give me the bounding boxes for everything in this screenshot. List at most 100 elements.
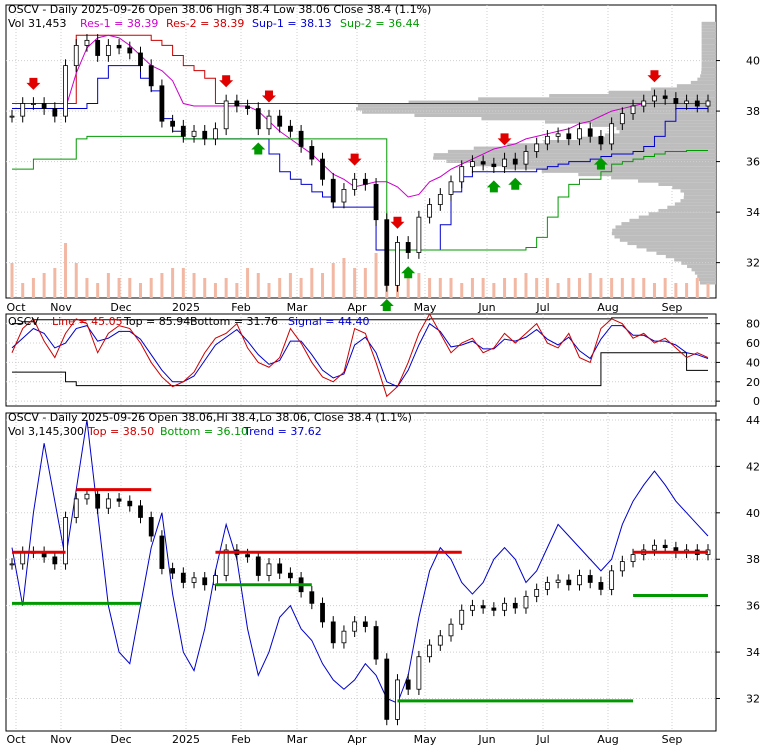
p1-volume-profile-bar — [701, 34, 716, 39]
p3-candle-body — [127, 500, 133, 507]
p3-candle-body — [266, 563, 272, 576]
p1-volume-bar — [331, 263, 335, 298]
p1-candle-body — [684, 100, 689, 104]
p3-volume: Vol 3,145,300 — [8, 425, 84, 438]
p1-volume-bar — [138, 283, 142, 298]
p1-volume-bar — [578, 278, 582, 298]
p1-volume-profile-bar — [698, 277, 716, 282]
p2-bottom: Bottom = 31.76 — [190, 315, 278, 328]
p1-volume-bar — [74, 263, 78, 298]
p1-header: OSCV - Daily 2025-09-26 Open 38.06 High … — [8, 3, 431, 16]
p1-xtick-label: Mar — [287, 301, 308, 314]
p3-candle-body — [95, 493, 101, 509]
p3-candle-body — [448, 623, 454, 637]
p1-volume-profile-bar — [616, 126, 716, 131]
p1-candle-body — [9, 115, 15, 118]
p3-candle-body — [437, 635, 443, 646]
p1-volume-bar — [631, 278, 635, 298]
p1-sell-arrow — [26, 77, 41, 90]
p1-candle-body — [31, 103, 36, 105]
p3-candle-body — [609, 570, 615, 590]
p1-candle-body — [427, 204, 433, 218]
p3-xtick-label: Mar — [287, 733, 308, 745]
p1-volume-bar — [428, 278, 432, 298]
p1-candle-body — [641, 100, 647, 107]
p3-candle-body — [566, 579, 572, 586]
p1-volume-bar — [267, 283, 271, 298]
p1-xtick-label: Dec — [110, 301, 131, 314]
p1-candle-body — [448, 181, 454, 195]
p2-line: Line = 45.05 — [52, 315, 123, 328]
p3-candle-body — [470, 605, 475, 611]
p1-volume-profile-bar — [611, 176, 716, 180]
p1-candle-body — [202, 130, 208, 140]
p1-res2-line — [12, 34, 708, 198]
p3-candle-body — [352, 621, 358, 632]
p1-volume-bar — [21, 283, 25, 298]
p1-volume-bar — [620, 278, 624, 298]
p1-volume-profile-bar — [701, 57, 716, 62]
p1-volume-profile-bar — [504, 166, 716, 170]
p1-candle-body — [298, 130, 304, 147]
p1-volume-bar — [567, 278, 571, 298]
p1-candle-body — [652, 95, 657, 102]
p1-volume-profile-bar — [701, 44, 716, 49]
p1-candle-body — [352, 178, 358, 190]
p1-buy-arrow — [251, 142, 266, 155]
p3-candle-body — [255, 556, 261, 576]
p1-volume-profile-bar — [611, 231, 716, 236]
p1-volume-profile-bar — [690, 80, 716, 85]
p3-candle-body — [223, 549, 229, 576]
p1-candle-body — [384, 219, 390, 286]
p1-candle-body — [619, 113, 625, 125]
p1-candle-body — [255, 108, 261, 130]
p1-volume-profile-bar — [591, 123, 716, 127]
p1-volume-bar — [417, 273, 421, 298]
p1-candle-body — [234, 100, 240, 107]
p3-xtick-label: Oct — [6, 733, 26, 745]
p1-xtick-label: Oct — [6, 301, 26, 314]
p1-volume-bar — [31, 278, 35, 298]
p1-xtick-label: Feb — [231, 301, 250, 314]
p1-candle-body — [180, 125, 186, 137]
p1-candle-body — [405, 242, 411, 253]
p3-candle-body — [330, 621, 336, 644]
p1-volume-profile-bar — [672, 185, 716, 190]
p1-volume-profile-bar — [701, 64, 716, 68]
p3-candle-body — [245, 554, 250, 558]
p1-volume-bar — [513, 278, 517, 298]
p1-volume-profile-bar — [604, 133, 716, 137]
p1-volume-profile-bar — [699, 281, 716, 285]
p1-candle-body — [598, 135, 604, 145]
p1-candle-body — [138, 52, 143, 67]
bands-panel: 32 34 36 38 40 42 44 Oct Nov Dec 2025 Feb Mar Apr May J… — [5, 412, 760, 745]
p1-volume-bar — [10, 263, 14, 298]
p1-candle-body — [459, 166, 465, 183]
p1-candle-body — [673, 98, 679, 104]
p1-sell-arrow — [497, 133, 512, 146]
p3-candle-body — [84, 493, 90, 500]
p1-volume-profile-bar — [627, 241, 716, 246]
p1-candle-body — [170, 120, 176, 127]
p1-volume-bar — [674, 283, 678, 298]
p3-candle-body — [491, 607, 497, 611]
p1-ytick-label: 36 — [746, 156, 760, 169]
p1-sup1: Sup-1 = 38.13 — [252, 17, 332, 30]
p1-volume-profile-bar — [658, 208, 716, 213]
p3-candle-body — [191, 577, 197, 583]
p1-volume-profile-bar — [549, 94, 716, 98]
p1-volume-profile-bar — [481, 117, 716, 121]
p3-xtick-label: Aug — [597, 733, 618, 745]
p1-candle-body — [502, 158, 507, 168]
p1-xtick-label: Nov — [50, 301, 72, 314]
p1-volume-profile-bar — [674, 202, 716, 206]
p3-xtick-label: 2025 — [172, 733, 200, 745]
price-panel: 32 34 36 38 40 Oct Nov Dec 2025 Feb Mar Apr May Jun Ju… — [5, 4, 760, 314]
p3-candle-body — [287, 572, 293, 579]
p1-volume-profile-bar — [700, 74, 716, 78]
p2-ytick-label: 40 — [746, 356, 760, 369]
p1-buy-arrow — [486, 180, 501, 193]
p2-signal: Signal = 44.40 — [288, 315, 370, 328]
p1-candle-body — [491, 163, 497, 168]
p1-candle-body — [73, 45, 79, 67]
